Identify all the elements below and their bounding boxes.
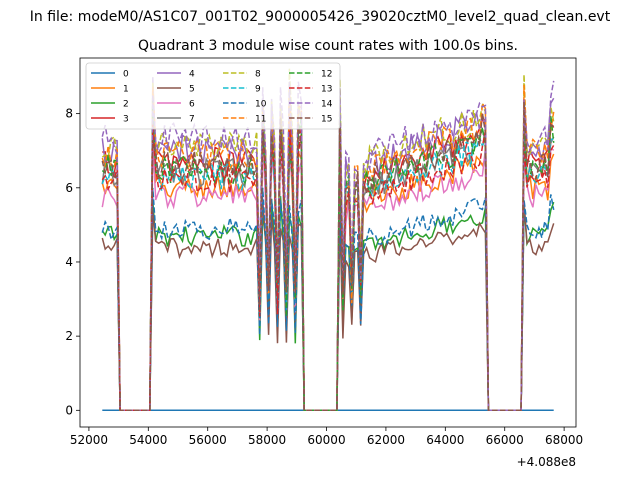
legend-label: 6 [189,100,195,110]
series-line-15 [101,101,555,412]
x-tick-label: 64000 [426,433,464,447]
legend-label: 13 [321,85,332,95]
x-offset-label: +4.088e8 [517,455,576,469]
plot-frame [79,57,577,428]
x-tick-label: 58000 [248,433,286,447]
y-tick-label: 6 [65,181,73,195]
x-tick-label: 68000 [545,433,583,447]
legend-label: 5 [189,85,195,95]
legend-label: 8 [255,70,261,80]
legend-label: 9 [255,85,261,95]
y-axis: 0 2 4 6 8 [65,107,80,417]
legend-label: 1 [123,85,129,95]
series-line-10 [101,187,555,412]
legend-label: 14 [321,100,333,110]
series-line-13 [101,124,555,412]
series-line-12 [101,95,555,412]
x-tick-label: 56000 [189,433,227,447]
legend-label: 3 [123,115,129,125]
legend-label: 2 [123,100,129,110]
x-tick-label: 66000 [486,433,524,447]
x-tick-label: 62000 [367,433,405,447]
legend-label: 15 [321,115,332,125]
series-line-11 [101,84,555,412]
legend-box [85,62,341,130]
legend-label: 11 [255,115,266,125]
figure-suptitle: In file: modeM0/AS1C07_001T02_9000005426… [30,9,611,25]
chart-title: Quadrant 3 module wise count rates with … [138,38,518,54]
legend-label: 4 [189,70,195,80]
series-layer [101,68,555,412]
legend-label: 7 [189,115,195,125]
x-axis: 52000 54000 56000 58000 60000 62000 64000 66000… [70,427,583,447]
x-tick-label: 52000 [70,433,108,447]
series-line-14 [101,80,555,412]
y-tick-label: 8 [65,107,73,121]
legend-label: 10 [255,100,267,110]
x-tick-label: 54000 [129,433,167,447]
legend-label: 0 [123,70,129,80]
y-tick-label: 2 [65,329,73,343]
legend-label: 12 [321,70,332,80]
x-tick-label: 60000 [307,433,345,447]
y-tick-label: 4 [65,255,73,269]
y-tick-label: 0 [65,403,73,417]
